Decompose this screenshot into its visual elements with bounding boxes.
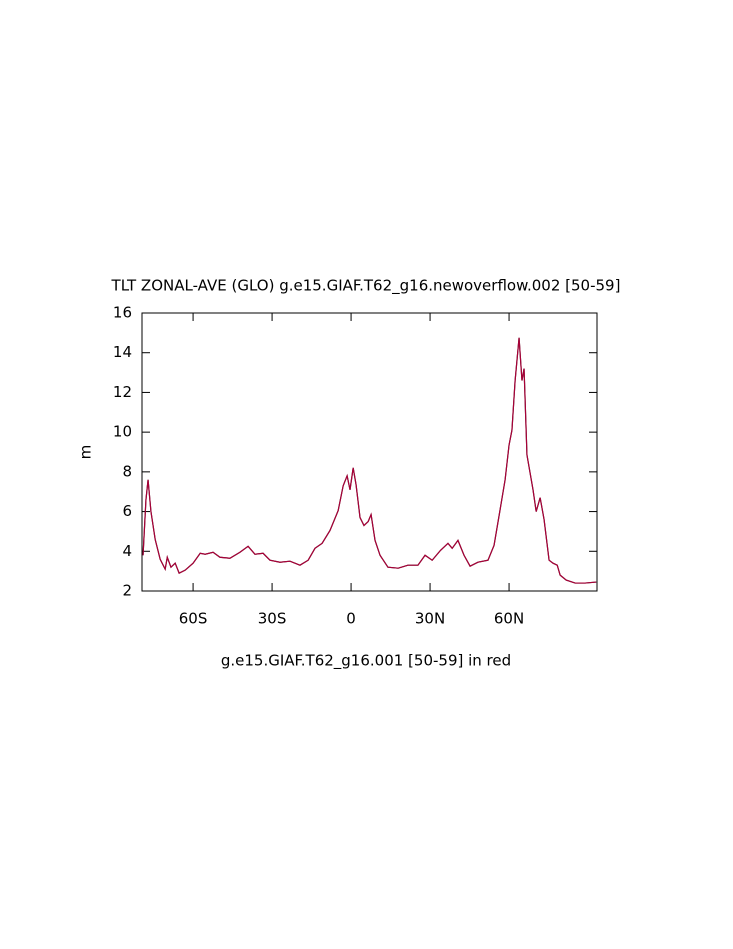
x-tick-label: 30N (415, 610, 445, 628)
x-tick-label: 60N (494, 610, 524, 628)
y-tick-label: 16 (113, 304, 132, 322)
x-tick-label: 60S (179, 610, 208, 628)
x-axis-label: g.e15.GIAF.T62_g16.001 [50-59] in red (221, 652, 511, 671)
y-tick-label: 12 (113, 383, 132, 401)
y-tick-label: 8 (122, 462, 132, 480)
y-axis-label: m (77, 445, 95, 460)
x-tick-label: 0 (346, 610, 356, 628)
y-tick-label: 10 (113, 423, 132, 441)
y-tick-label: 6 (122, 502, 132, 520)
plot-frame (141, 312, 598, 592)
y-tick-label: 2 (122, 582, 132, 600)
y-tick-label: 4 (122, 542, 132, 560)
data-line (142, 337, 597, 584)
y-tick-label: 14 (113, 343, 132, 361)
chart-title: TLT ZONAL-AVE (GLO) g.e15.GIAF.T62_g16.n… (111, 277, 621, 296)
x-tick-label: 30S (258, 610, 287, 628)
